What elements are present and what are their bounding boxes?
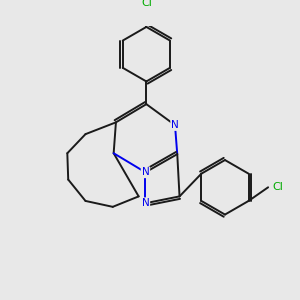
Text: N: N (142, 198, 149, 208)
Text: Cl: Cl (273, 182, 283, 192)
Text: N: N (171, 120, 179, 130)
Text: Cl: Cl (141, 0, 152, 8)
Text: N: N (142, 167, 149, 177)
